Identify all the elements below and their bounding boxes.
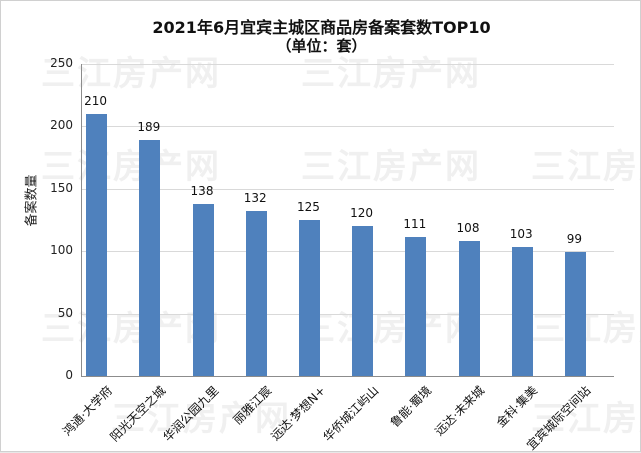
x-tick-label: 丽雅江宸 [230, 383, 275, 428]
x-tick-label: 华侨城江屿山 [320, 383, 381, 445]
bar-value-label: 111 [403, 217, 427, 232]
bar [298, 220, 320, 376]
y-tick-label: 250 [50, 56, 73, 70]
gridline [82, 64, 614, 65]
y-tick-label: 50 [57, 305, 73, 320]
chart-subtitle: （单位：套） [276, 37, 367, 55]
plot-area [81, 64, 614, 377]
bar-value-label: 189 [137, 120, 161, 135]
bar [352, 226, 374, 376]
y-axis-label: 备案数量 [24, 174, 40, 227]
y-tick-label: 0 [65, 368, 73, 382]
x-tick-label: 华润公园九里 [160, 383, 222, 445]
bar [564, 252, 586, 376]
y-tick-label: 100 [50, 243, 73, 258]
bar [86, 113, 108, 376]
bar [245, 211, 267, 376]
bar-value-label: 99 [566, 232, 583, 247]
bar-value-label: 120 [350, 206, 374, 221]
bar-value-label: 108 [456, 221, 480, 236]
x-tick-label: 远达·梦想N+ [267, 383, 328, 444]
bar [458, 241, 480, 376]
x-tick-label: 鲁能·蜀境 [387, 383, 435, 430]
bar-value-label: 132 [243, 191, 267, 206]
chart-title: 2021年6月宜宾主城区商品房备案套数TOP10 [152, 18, 491, 37]
y-tick-label: 200 [50, 118, 73, 133]
y-tick-label: 150 [50, 180, 73, 195]
gridline [82, 126, 614, 128]
x-tick-label: 阳光天空之城 [107, 383, 169, 445]
gridline [82, 188, 614, 190]
bar [192, 203, 214, 376]
x-tick-label: 远达·未来城 [432, 383, 488, 439]
bar-value-label: 125 [296, 200, 320, 214]
bar-value-label: 103 [509, 227, 533, 242]
x-tick-label: 金科·集美 [493, 383, 541, 430]
bar-value-label: 210 [84, 93, 108, 108]
bar-value-label: 138 [190, 183, 214, 198]
bar [511, 247, 533, 376]
gridline [82, 313, 614, 315]
gridline [82, 251, 614, 253]
bar [139, 140, 161, 376]
bar [405, 237, 427, 376]
